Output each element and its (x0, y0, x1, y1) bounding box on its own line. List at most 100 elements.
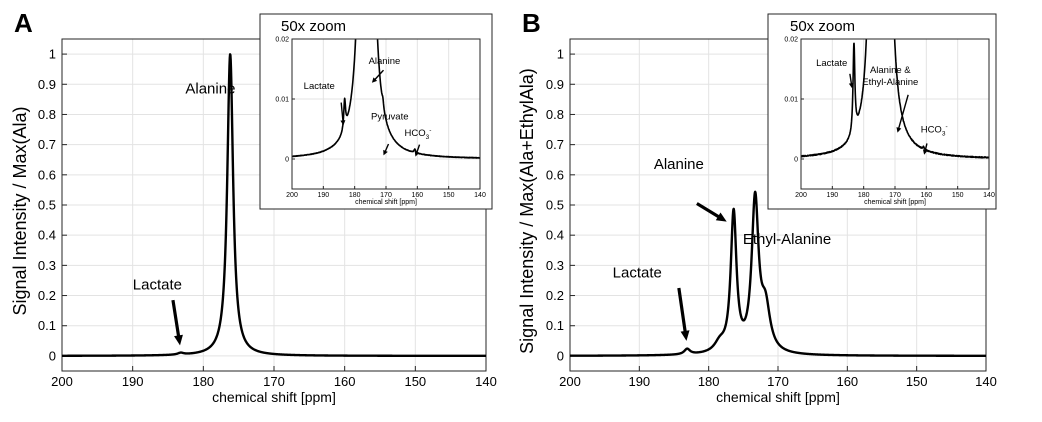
inset-peak-label-text: Lactate (816, 58, 847, 69)
inset-zoom: 50x zoom 200 190 180 170 160 150 140 0 0.01 0.02 ch… (259, 13, 493, 210)
inset-arrow-head (340, 120, 346, 126)
x-axis-label: chemical shift [ppm] (212, 389, 336, 405)
y-tick-label: 0.9 (38, 77, 56, 92)
y-axis-label: Signal Intensity / Max(Ala+EthylAla) (517, 68, 537, 354)
inset-y-tick-label: 0.02 (275, 37, 289, 44)
y-tick-label: 0.3 (38, 258, 56, 273)
inset-arrow-head (371, 77, 378, 83)
inset-x-tick-label: 140 (983, 192, 995, 199)
inset-arrow-shaft (849, 73, 853, 85)
arrow-head (174, 334, 183, 346)
inset-annotation-arrow (848, 73, 854, 89)
inset-annotation-arrow (896, 94, 909, 133)
x-tick-label: 160 (836, 374, 858, 389)
inset-peak-label-text: Alanine & (870, 65, 911, 76)
inset-annotation-arrow (922, 143, 928, 155)
inset-zoom: 50x zoom 200 190 180 170 160 150 140 0 0.01 0.02 ch… (767, 13, 997, 210)
panel-a: A 200 190 180 170 160 150 140 0 0.1 0.2 0.3 0.4 0.5 0.… (10, 8, 497, 405)
inset-annotation-arrow (371, 69, 385, 83)
x-tick-label: 140 (975, 374, 997, 389)
inset-x-tick-label: 140 (474, 192, 486, 199)
inset-x-axis-label: chemical shift [ppm] (864, 199, 926, 206)
x-tick-label: 200 (51, 374, 73, 389)
annotation-arrow (696, 202, 727, 222)
x-tick-label: 180 (192, 374, 214, 389)
inset-arrow-shaft (340, 102, 344, 122)
inset-annotation-arrow (383, 143, 390, 156)
inset-x-tick-label: 170 (380, 192, 392, 199)
y-tick-label: 0 (49, 348, 56, 363)
y-tick-label: 0.6 (38, 167, 56, 182)
inset-x-tick-label: 180 (858, 192, 870, 199)
inset-x-tick-label: 180 (349, 192, 361, 199)
y-tick-label: 0.4 (38, 228, 56, 243)
y-tick-label: 0.1 (38, 318, 56, 333)
y-tick-label: 0.1 (546, 318, 564, 333)
x-axis-label: chemical shift [ppm] (716, 389, 840, 405)
y-tick-label: 0 (557, 348, 564, 363)
y-tick-label: 0.8 (546, 107, 564, 122)
x-tick-label: 170 (767, 374, 789, 389)
peak-label: Ethyl-Alanine (743, 231, 831, 248)
x-tick-label: 170 (263, 374, 285, 389)
inset-x-tick-label: 160 (411, 192, 423, 199)
y-tick-label: 0.2 (546, 288, 564, 303)
x-tick-label: 200 (559, 374, 581, 389)
x-tick-label: 160 (334, 374, 356, 389)
inset-x-tick-label: 170 (889, 192, 901, 199)
inset-peak-label-sup: - (945, 124, 947, 131)
inset-spectrum-line (292, 39, 480, 159)
inset-peak-label-text: HCO (921, 125, 942, 136)
inset-arrow-shaft (384, 143, 390, 153)
inset-y-tick-label: 0 (285, 157, 289, 164)
spectrum-line (569, 190, 987, 357)
y-tick-label: 0.5 (38, 198, 56, 213)
inset-annotation-arrow (414, 144, 421, 157)
inset-x-tick-label: 190 (317, 192, 329, 199)
y-tick-label: 0.6 (546, 167, 564, 182)
y-tick-label: 0.9 (546, 77, 564, 92)
x-tick-label: 150 (404, 374, 426, 389)
inset-title: 50x zoom (790, 18, 855, 35)
inset-peak-label-sup: - (429, 127, 431, 134)
inset-peak-label-sub: 3 (942, 131, 946, 138)
y-tick-label: 0.7 (38, 137, 56, 152)
inset-arrow-head (848, 82, 854, 89)
inset-arrow-head (896, 127, 902, 133)
inset-peak-label: Ethyl-Alanine (862, 77, 918, 88)
inset-y-tick-label: 0 (794, 157, 798, 164)
inset-arrow-shaft (924, 143, 928, 152)
inset-peak-label: HCO3- (404, 127, 431, 141)
panel-letter: A (14, 8, 33, 38)
inset-arrow-head (414, 151, 420, 157)
x-tick-label: 190 (628, 374, 650, 389)
arrow-shaft (171, 299, 181, 338)
inset-title: 50x zoom (281, 18, 346, 35)
annotation-arrow (171, 299, 183, 346)
panel-b: B 200 190 180 170 160 150 140 0 0.1 0.2 0.3 0.4 0.5 0.… (517, 8, 997, 405)
peak-label: Lactate (613, 264, 662, 281)
x-tick-label: 180 (698, 374, 720, 389)
inset-peak-label: Lactate (304, 81, 335, 92)
y-tick-label: 0.2 (38, 288, 56, 303)
peak-label: Lactate (133, 277, 182, 294)
inset-arrow-shaft (897, 94, 909, 129)
inset-arrow-shaft (374, 69, 385, 81)
x-tick-label: 150 (906, 374, 928, 389)
inset-arrow-shaft (416, 144, 421, 154)
arrow-head (715, 212, 727, 222)
inset-peak-label-text: Pyruvate (371, 111, 409, 122)
x-tick-label: 140 (475, 374, 497, 389)
inset-annotation-arrow (340, 102, 346, 126)
inset-peak-label-text: Lactate (304, 81, 335, 92)
y-tick-label: 1 (557, 47, 564, 62)
inset-x-tick-label: 160 (920, 192, 932, 199)
inset-peak-label: Lactate (816, 58, 847, 69)
inset-x-tick-label: 150 (952, 192, 964, 199)
inset-x-tick-label: 190 (826, 192, 838, 199)
inset-spectrum-line (801, 39, 989, 159)
inset-peak-label-text: Alanine (369, 56, 401, 67)
inset-frame (259, 13, 493, 210)
inset-y-tick-label: 0.01 (275, 97, 289, 104)
